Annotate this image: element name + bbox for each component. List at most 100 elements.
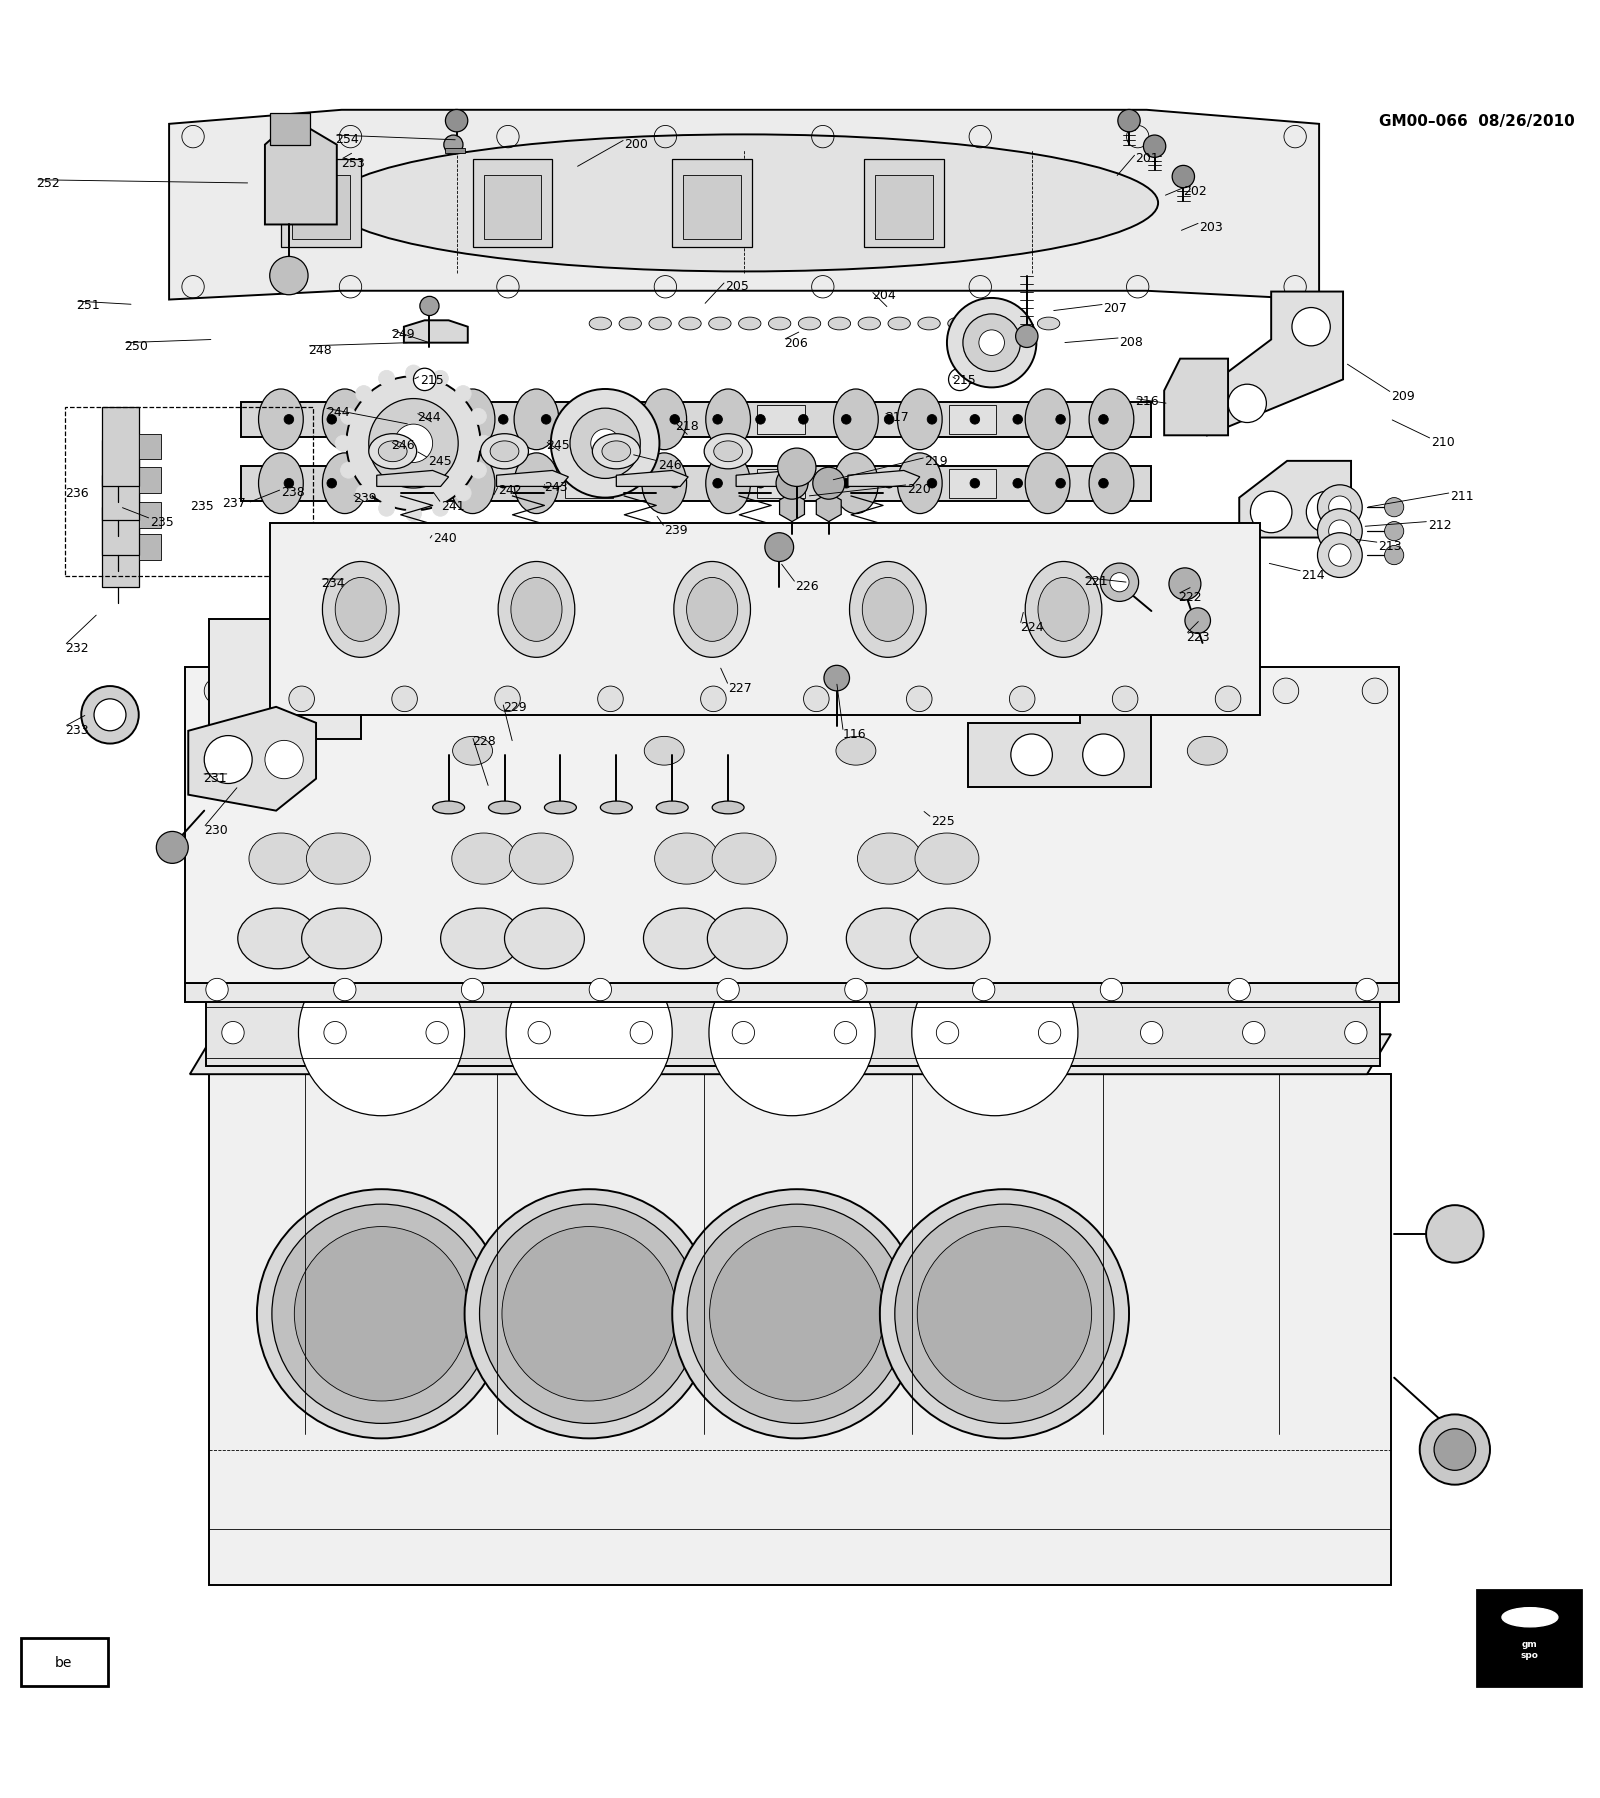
Circle shape [1317,534,1362,579]
Text: 239: 239 [352,493,376,505]
Circle shape [355,387,371,403]
Circle shape [285,415,294,424]
Ellipse shape [451,834,515,885]
Ellipse shape [592,435,640,469]
Ellipse shape [250,834,314,885]
Circle shape [949,369,971,392]
Circle shape [294,1226,469,1401]
Circle shape [598,687,624,712]
Circle shape [1426,1205,1483,1262]
Circle shape [733,1021,755,1045]
Circle shape [394,424,432,464]
Circle shape [1013,415,1022,424]
Circle shape [813,467,845,500]
Polygon shape [139,467,162,493]
Circle shape [355,485,371,502]
Polygon shape [616,471,688,487]
Polygon shape [1240,462,1350,538]
Text: 203: 203 [1200,221,1222,234]
Text: 221: 221 [1085,575,1107,588]
Ellipse shape [440,908,520,969]
Text: 239: 239 [664,523,688,538]
Circle shape [270,257,309,295]
Text: 211: 211 [1450,491,1474,503]
Circle shape [584,415,594,424]
Circle shape [1011,735,1053,777]
Circle shape [506,949,672,1117]
Polygon shape [189,707,317,811]
Circle shape [907,687,933,712]
Circle shape [765,534,794,563]
Ellipse shape [739,318,762,331]
Polygon shape [565,469,613,498]
Ellipse shape [600,802,632,814]
Text: 232: 232 [66,642,90,654]
Polygon shape [139,435,162,460]
Circle shape [963,315,1021,372]
Ellipse shape [1026,563,1102,658]
Circle shape [470,462,486,478]
Circle shape [1083,735,1125,777]
Ellipse shape [704,435,752,469]
Text: 235: 235 [190,500,214,512]
Ellipse shape [238,908,318,969]
Polygon shape [376,471,448,487]
Circle shape [456,478,466,489]
Ellipse shape [642,453,686,514]
Text: 238: 238 [282,485,304,498]
Circle shape [94,699,126,732]
Ellipse shape [654,834,718,885]
Ellipse shape [514,453,558,514]
Ellipse shape [656,802,688,814]
Circle shape [1355,978,1378,1001]
Ellipse shape [858,318,880,331]
Circle shape [834,1021,856,1045]
Bar [875,176,933,239]
Ellipse shape [1090,453,1134,514]
Polygon shape [1208,293,1342,437]
Text: gm
spo: gm spo [1522,1640,1539,1660]
Circle shape [1013,478,1022,489]
Circle shape [1101,565,1139,602]
Polygon shape [102,441,139,521]
Circle shape [650,678,675,705]
Circle shape [1229,978,1251,1001]
Polygon shape [242,466,1152,502]
Circle shape [432,370,448,387]
Ellipse shape [259,453,304,514]
Polygon shape [373,469,421,498]
Ellipse shape [947,318,970,331]
Ellipse shape [712,834,776,885]
Circle shape [445,110,467,133]
Circle shape [206,978,229,1001]
Text: 227: 227 [728,681,752,694]
Circle shape [341,462,357,478]
Text: 236: 236 [66,487,90,500]
Text: 208: 208 [1120,336,1144,349]
Circle shape [379,370,395,387]
Text: 254: 254 [336,133,358,146]
Circle shape [499,415,509,424]
Polygon shape [266,120,338,225]
Polygon shape [848,471,920,487]
Ellipse shape [910,908,990,969]
Circle shape [845,978,867,1001]
Text: 201: 201 [1136,151,1158,165]
Polygon shape [270,523,1261,716]
Circle shape [1434,1429,1475,1471]
Polygon shape [736,471,808,487]
Polygon shape [190,1034,1390,1075]
Circle shape [755,415,765,424]
Polygon shape [816,493,842,521]
Polygon shape [210,1075,1390,1586]
Circle shape [947,298,1037,388]
Circle shape [392,687,418,712]
Circle shape [1306,493,1347,534]
Text: 246: 246 [390,439,414,451]
Circle shape [584,478,594,489]
Ellipse shape [1008,318,1030,331]
Ellipse shape [1038,579,1090,642]
Circle shape [528,1021,550,1045]
Bar [483,176,541,239]
Ellipse shape [498,563,574,658]
